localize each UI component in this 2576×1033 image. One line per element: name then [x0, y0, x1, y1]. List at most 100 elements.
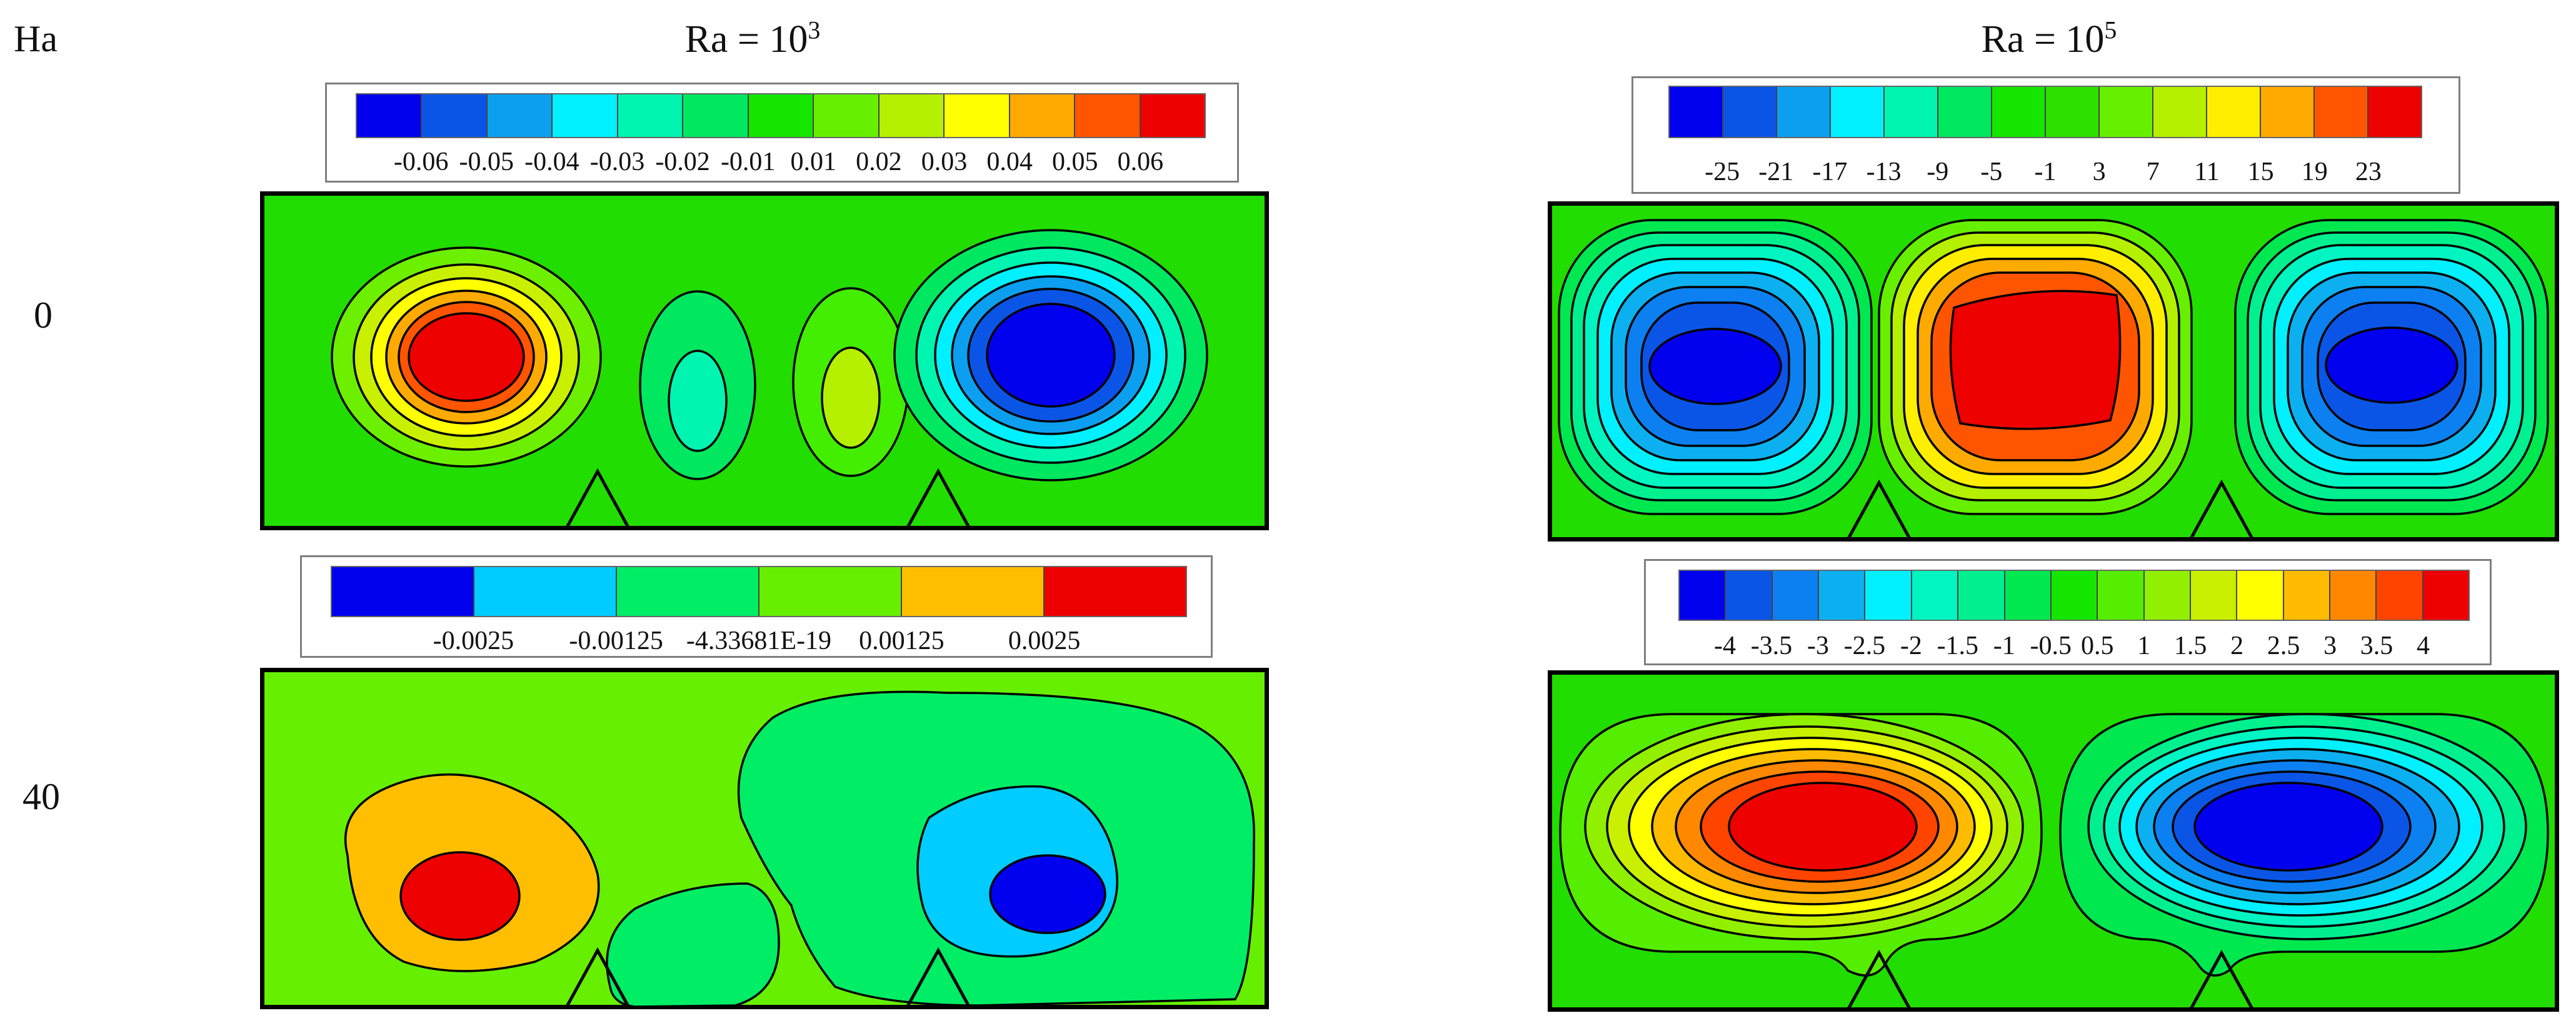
legend-swatch: [879, 94, 945, 137]
legend-swatch: [2051, 571, 2098, 620]
column-title-exponent: 5: [2104, 16, 2117, 44]
legend-tick-label: -4: [1713, 632, 1736, 660]
vortex-center: [1878, 219, 2193, 515]
legend-tick-label: 0.05: [1052, 148, 1098, 176]
legend-tick-label: 0.03: [921, 148, 968, 176]
legend-swatch: [2368, 87, 2421, 137]
legend-swatch: [1140, 94, 1205, 137]
contour-panel-ha0-ra1e5: [1548, 201, 2559, 542]
legend-swatch: [1865, 571, 1912, 620]
legend-swatch: [2005, 571, 2052, 620]
legend-swatch: [1670, 87, 1723, 137]
legend-swatch: [1958, 571, 2005, 620]
legend-tick-label: -1.5: [1937, 632, 1979, 660]
legend-tick-label: 1.5: [2173, 632, 2207, 660]
legend-tick-label: -5: [1980, 158, 2003, 186]
legend-swatches: [1678, 570, 2470, 621]
legend-tick-label: 11: [2194, 158, 2220, 186]
legend-tick-label: -0.0025: [433, 627, 514, 655]
legend-swatch: [2237, 571, 2284, 620]
legend-swatch: [1938, 87, 1992, 137]
legend-tick-label: -1: [2034, 158, 2057, 186]
legend-tick-label: 0.00125: [859, 627, 945, 655]
legend-tick-label: -0.03: [589, 148, 645, 176]
legend-swatch: [902, 567, 1045, 616]
legend-ha40-ra1e3: -0.0025 -0.00125 -4.33681E-19 0.00125 0.0025: [300, 555, 1213, 658]
legend-swatch: [1075, 94, 1141, 137]
legend-tick-label: -0.04: [524, 148, 579, 176]
column-title-exponent: 3: [808, 16, 821, 44]
legend-tick-label: 0.5: [2080, 632, 2114, 660]
heat-source-triangles: [1846, 949, 2255, 1011]
legend-tick-label: 3.5: [2360, 632, 2393, 660]
legend-tick-label: -2: [1900, 632, 1922, 660]
legend-tick-labels: -25 -21 -17 -13 -9 -5 -1 3 7 11 15 19 23: [1668, 157, 2422, 188]
legend-tick-label: 0.01: [790, 148, 837, 176]
vortex-right: [2234, 219, 2549, 515]
legend-tick-label: -0.05: [459, 148, 514, 176]
contour-panel-ha0-ra1e3: [260, 191, 1269, 530]
legend-tick-labels: -4 -3.5 -3 -2.5 -2 -1.5 -1 -0.5 0.5 1 1.5 2 2.5 3 3.5 4: [1678, 631, 2470, 662]
legend-swatch: [1726, 571, 1773, 620]
legend-swatch: [2144, 571, 2191, 620]
legend-swatch: [357, 94, 423, 137]
legend-swatch: [814, 94, 880, 137]
column-title-ra-1e5: Ra = 105: [1982, 18, 2117, 62]
legend-swatch: [683, 94, 749, 137]
legend-tick-label: -9: [1927, 158, 1949, 186]
contour-panel-ha40-ra1e3: [260, 668, 1269, 1009]
region-positive: [344, 773, 600, 972]
legend-tick-label: 2.5: [2267, 632, 2300, 660]
legend-ha0-ra1e3: -0.06 -0.05 -0.04 -0.03 -0.02 -0.01 0.01 0.02 0.…: [325, 83, 1239, 183]
legend-tick-label: -25: [1705, 158, 1740, 186]
legend-tick-label: 0.0025: [1008, 627, 1081, 655]
legend-tick-label: -21: [1758, 158, 1794, 186]
legend-tick-label: 4: [2417, 632, 2430, 660]
legend-swatches: [331, 566, 1187, 617]
legend-swatch: [1680, 571, 1727, 620]
legend-tick-label: -0.00125: [569, 627, 663, 655]
heat-source-triangles: [564, 468, 971, 530]
legend-tick-label: -0.5: [2030, 632, 2072, 660]
vortex-left: [1558, 219, 1873, 515]
legend-tick-label: -4.33681E-19: [686, 627, 832, 655]
legend-tick-label: 15: [2247, 158, 2274, 186]
legend-swatch: [2207, 87, 2261, 137]
vortex-center-right: [792, 287, 910, 477]
heat-source-triangles: [1846, 479, 2255, 541]
column-title-base: Ra = 10: [684, 18, 808, 61]
vortex-center-left: [639, 290, 756, 480]
legend-swatch: [1885, 87, 1938, 137]
legend-tick-label: -13: [1866, 158, 1902, 186]
legend-swatch: [2100, 87, 2153, 137]
legend-swatch: [759, 567, 902, 616]
region-negative: [737, 690, 1255, 1007]
legend-tick-label: 7: [2146, 158, 2160, 186]
legend-tick-label: 3: [2092, 158, 2106, 186]
legend-tick-label: -17: [1812, 158, 1848, 186]
legend-swatch: [1912, 571, 1959, 620]
legend-swatch: [2330, 571, 2377, 620]
legend-swatch: [1992, 87, 2046, 137]
legend-swatches: [356, 93, 1206, 138]
legend-swatch: [2153, 87, 2207, 137]
legend-tick-labels: -0.06 -0.05 -0.04 -0.03 -0.02 -0.01 0.01 0.02 0.…: [356, 147, 1206, 178]
legend-swatch: [553, 94, 618, 137]
row-label-ha-0: 0: [34, 295, 53, 336]
legend-swatch: [1831, 87, 1885, 137]
legend-swatch: [332, 567, 474, 616]
legend-tick-label: 3: [2323, 632, 2337, 660]
legend-swatch: [2098, 571, 2145, 620]
legend-tick-label: -1: [1993, 632, 2015, 660]
legend-ha0-ra1e5: -25 -21 -17 -13 -9 -5 -1 3 7 11 15 19 23: [1631, 76, 2460, 194]
column-title-base: Ra = 10: [1981, 18, 2105, 61]
legend-tick-label: -3.5: [1750, 632, 1793, 660]
legend-tick-label: -0.02: [655, 148, 710, 176]
column-title-ra-1e3: Ra = 103: [685, 18, 821, 62]
region-center-bottom: [606, 882, 780, 1008]
legend-swatch: [1010, 94, 1076, 137]
legend-tick-label: 2: [2230, 632, 2244, 660]
legend-swatch: [617, 567, 759, 616]
vortex-left: [331, 246, 602, 468]
legend-swatch: [945, 94, 1010, 137]
